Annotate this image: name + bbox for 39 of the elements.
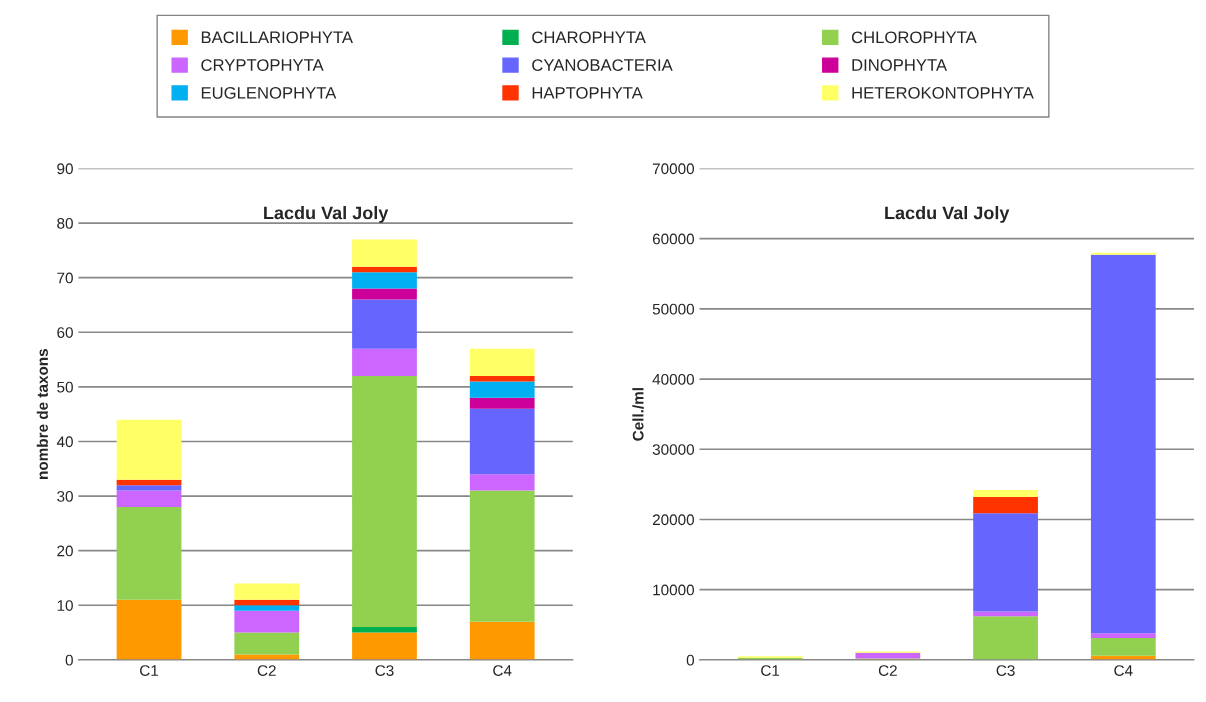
y-tick-label: 60000 <box>652 233 695 245</box>
y-tick-label: 40 <box>56 436 73 448</box>
x-tick-label: C3 <box>375 665 394 676</box>
text: Lacdu Val Joly <box>264 206 389 223</box>
y-tick-label: 30000 <box>652 444 695 455</box>
x-tick-label: C4 <box>493 665 512 676</box>
y-tick-label: 90 <box>57 163 73 175</box>
legend-label: HAPTOPHYTA <box>532 86 643 99</box>
legend-label: CHAROPHYTA <box>532 31 646 44</box>
y-axis-title: nombre de taxons <box>36 349 48 479</box>
y-tick-label: 40000 <box>652 373 695 385</box>
x-tick-label: C2 <box>878 665 897 676</box>
legend-label: EUGLENOPHYTA <box>201 86 337 99</box>
x-tick-label: C1 <box>140 665 159 676</box>
y-tick-label: 10000 <box>653 584 695 596</box>
y-tick-label: 60 <box>57 327 73 338</box>
x-tick-label: C2 <box>257 665 276 676</box>
legend-label: CHLOROPHYTA <box>851 31 977 44</box>
y-tick-label: 20000 <box>652 514 695 526</box>
x-tick-label: C1 <box>761 665 780 676</box>
y-tick-label: 30 <box>57 490 73 502</box>
text: Lacdu Val Joly <box>885 206 1010 223</box>
legend-label: DINOPHYTA <box>852 59 948 71</box>
y-tick-label: 0 <box>686 654 695 666</box>
legend-label: BACILLARIOPHYTA <box>201 31 353 44</box>
legend-label: CRYPTOPHYTA <box>201 59 324 71</box>
legend-label: HETEROKONTOPHYTA <box>852 86 1034 99</box>
y-tick-label: 0 <box>65 654 73 666</box>
legend-label: CYANOBACTERIA <box>532 59 673 71</box>
y-tick-label: 70000 <box>652 163 695 175</box>
y-tick-label: 50 <box>57 381 73 393</box>
y-tick-label: 70 <box>57 272 73 284</box>
y-tick-label: 20 <box>57 545 73 557</box>
y-tick-label: 80 <box>57 217 73 229</box>
x-tick-label: C3 <box>996 665 1015 676</box>
x-tick-label: C4 <box>1114 665 1133 676</box>
y-tick-label: 10 <box>57 600 73 611</box>
y-axis-title: Cell./ml <box>632 388 644 441</box>
y-tick-label: 50000 <box>652 303 695 315</box>
